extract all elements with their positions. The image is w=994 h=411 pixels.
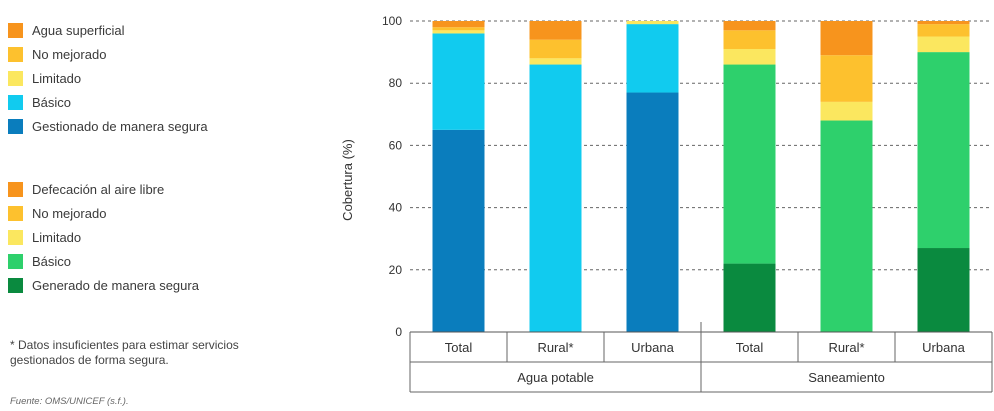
y-axis-label: Cobertura (%) xyxy=(340,139,355,221)
bar-segment xyxy=(626,92,679,332)
stacked-bar xyxy=(820,21,873,333)
stacked-bar xyxy=(432,21,485,332)
sanitation-legend-item: Generado de manera segura xyxy=(8,273,268,297)
bar-segment xyxy=(917,24,970,37)
bar-segment xyxy=(723,263,776,332)
sanitation-legend-label: Defecación al aire libre xyxy=(32,181,165,197)
bar-segment xyxy=(432,30,485,34)
sanitation-legend-swatch xyxy=(8,253,23,269)
x-category-label: Urbana xyxy=(922,340,965,355)
bar-segment xyxy=(820,120,873,333)
footnote: * Datos insuficientes para estimar servi… xyxy=(10,338,239,367)
bar-segment xyxy=(626,24,679,93)
x-category-label: Urbana xyxy=(631,340,674,355)
water-legend-label: Gestionado de manera segura xyxy=(32,118,208,134)
bar-segment xyxy=(820,21,873,56)
water-legend-item: Básico xyxy=(8,90,268,114)
water-legend-swatch xyxy=(8,22,23,38)
sanitation-legend-label: Básico xyxy=(32,253,72,269)
bar-segment xyxy=(917,248,970,332)
bar-segment xyxy=(820,101,873,121)
legend-water: Agua superficial No mejorado Limitado Básic… xyxy=(8,18,268,138)
x-category-label: Total xyxy=(445,340,473,355)
bar-segment xyxy=(723,64,776,264)
x-group-label: Agua potable xyxy=(517,370,594,385)
water-legend-swatch xyxy=(8,46,23,62)
sanitation-legend-label: No mejorado xyxy=(32,205,107,221)
y-tick-label: 20 xyxy=(389,263,403,277)
stacked-bar xyxy=(723,21,776,332)
water-legend-swatch xyxy=(8,70,23,86)
water-legend-item: Limitado xyxy=(8,66,268,90)
bar-segment xyxy=(917,52,970,249)
bar-segment xyxy=(723,21,776,31)
sanitation-legend-item: Defecación al aire libre xyxy=(8,177,268,201)
sanitation-legend-item: Limitado xyxy=(8,225,268,249)
sanitation-legend-item: No mejorado xyxy=(8,201,268,225)
sanitation-legend-label: Generado de manera segura xyxy=(32,277,199,293)
y-tick-label: 40 xyxy=(389,201,403,215)
water-legend-item: No mejorado xyxy=(8,42,268,66)
bar-segment xyxy=(529,58,582,65)
water-legend-label: Limitado xyxy=(32,70,82,86)
x-category-label: Rural* xyxy=(537,340,573,355)
bar-segment xyxy=(820,55,873,102)
water-legend-swatch xyxy=(8,94,23,110)
sanitation-legend-item: Básico xyxy=(8,249,268,273)
x-group-label: Saneamiento xyxy=(808,370,885,385)
sanitation-legend-swatch xyxy=(8,277,23,293)
stacked-bar xyxy=(626,21,679,332)
y-tick-label: 100 xyxy=(382,14,402,28)
stacked-bar xyxy=(529,21,582,332)
stacked-bar xyxy=(917,21,970,332)
sanitation-legend-swatch xyxy=(8,205,23,221)
source-note: Fuente: OMS/UNICEF (s.f.). xyxy=(10,396,129,407)
bar-segment xyxy=(723,30,776,49)
bar-segment xyxy=(917,36,970,53)
bar-segment xyxy=(432,27,485,31)
bar-segment xyxy=(432,33,485,130)
sanitation-legend-label: Limitado xyxy=(32,229,82,245)
legend-sanitation: Defecación al aire libre No mejorado Limit… xyxy=(8,177,268,297)
sanitation-legend-swatch xyxy=(8,181,23,197)
y-tick-label: 60 xyxy=(389,138,403,152)
y-tick-label: 80 xyxy=(389,76,403,90)
bar-segment xyxy=(529,64,582,332)
water-legend-swatch xyxy=(8,118,23,134)
water-legend-label: Básico xyxy=(32,94,72,110)
bar-segment xyxy=(432,129,485,332)
water-legend-label: No mejorado xyxy=(32,46,107,62)
x-category-label: Rural* xyxy=(828,340,864,355)
bar-segment xyxy=(626,21,679,25)
sanitation-legend-swatch xyxy=(8,229,23,245)
bar-segment xyxy=(529,39,582,59)
y-tick-label: 0 xyxy=(395,325,402,339)
water-legend-item: Agua superficial xyxy=(8,18,268,42)
bar-segment xyxy=(432,21,485,28)
x-category-label: Total xyxy=(736,340,764,355)
bar-segment xyxy=(917,21,970,25)
bar-segment xyxy=(723,48,776,65)
bar-segment xyxy=(529,21,582,40)
water-legend-item: Gestionado de manera segura xyxy=(8,114,268,138)
water-legend-label: Agua superficial xyxy=(32,22,125,38)
